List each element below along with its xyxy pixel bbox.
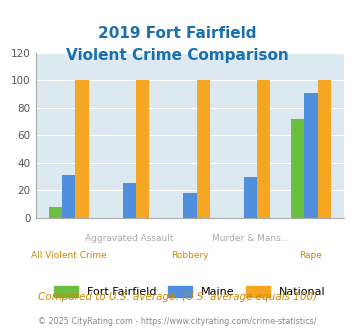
Text: © 2025 CityRating.com - https://www.cityrating.com/crime-statistics/: © 2025 CityRating.com - https://www.city… (38, 317, 317, 326)
Bar (49, 207, 62, 218)
Bar (136, 80, 149, 218)
Legend: Fort Fairfield, Maine, National: Fort Fairfield, Maine, National (54, 286, 326, 297)
Bar (291, 119, 304, 218)
Text: All Violent Crime: All Violent Crime (31, 251, 107, 260)
Text: Violent Crime Comparison: Violent Crime Comparison (66, 48, 289, 63)
Text: Rape: Rape (300, 251, 322, 260)
Bar (257, 80, 271, 218)
Bar (304, 93, 318, 218)
Bar (197, 80, 210, 218)
Text: Robbery: Robbery (171, 251, 209, 260)
Bar (183, 193, 197, 218)
Bar (318, 80, 331, 218)
Text: 2019 Fort Fairfield: 2019 Fort Fairfield (98, 26, 257, 41)
Text: Compared to U.S. average. (U.S. average equals 100): Compared to U.S. average. (U.S. average … (38, 292, 317, 302)
Bar (62, 175, 76, 218)
Text: Murder & Mans...: Murder & Mans... (212, 235, 289, 244)
Bar (244, 177, 257, 218)
Bar (76, 80, 89, 218)
Bar (123, 183, 136, 218)
Text: Aggravated Assault: Aggravated Assault (85, 235, 174, 244)
